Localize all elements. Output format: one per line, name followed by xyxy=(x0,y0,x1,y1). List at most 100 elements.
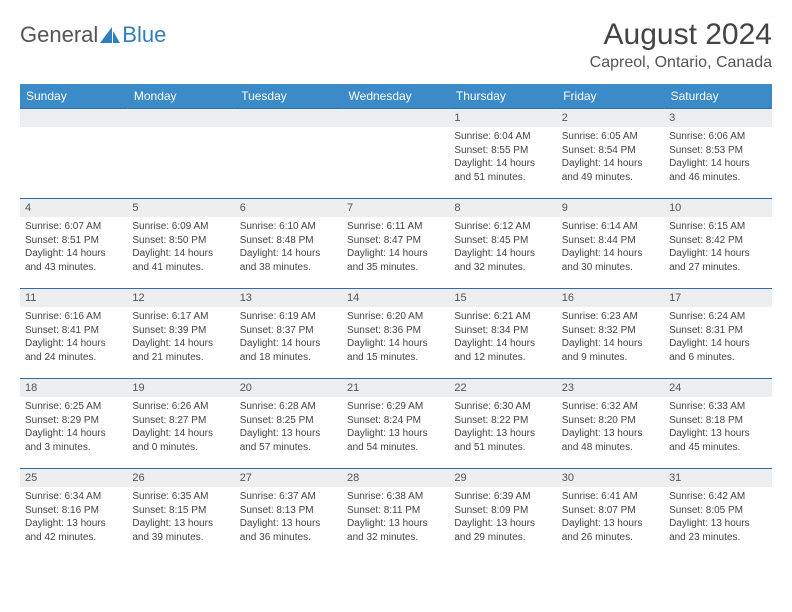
day-number: 26 xyxy=(127,469,234,487)
daylight-line: Daylight: 14 hours and 38 minutes. xyxy=(240,247,337,274)
calendar-day-cell: 30Sunrise: 6:41 AMSunset: 8:07 PMDayligh… xyxy=(557,469,664,559)
calendar-day-cell: 18Sunrise: 6:25 AMSunset: 8:29 PMDayligh… xyxy=(20,379,127,469)
sunset-line: Sunset: 8:11 PM xyxy=(347,504,444,518)
sunset-line: Sunset: 8:47 PM xyxy=(347,234,444,248)
sunrise-line: Sunrise: 6:38 AM xyxy=(347,490,444,504)
daylight-line: Daylight: 13 hours and 57 minutes. xyxy=(240,427,337,454)
sunset-line: Sunset: 8:48 PM xyxy=(240,234,337,248)
calendar-day-cell: 22Sunrise: 6:30 AMSunset: 8:22 PMDayligh… xyxy=(449,379,556,469)
day-details: Sunrise: 6:35 AMSunset: 8:15 PMDaylight:… xyxy=(127,487,234,547)
sunrise-line: Sunrise: 6:23 AM xyxy=(562,310,659,324)
day-details: Sunrise: 6:12 AMSunset: 8:45 PMDaylight:… xyxy=(449,217,556,277)
sunset-line: Sunset: 8:50 PM xyxy=(132,234,229,248)
day-details: Sunrise: 6:04 AMSunset: 8:55 PMDaylight:… xyxy=(449,127,556,187)
day-details: Sunrise: 6:34 AMSunset: 8:16 PMDaylight:… xyxy=(20,487,127,547)
calendar-day-cell: 11Sunrise: 6:16 AMSunset: 8:41 PMDayligh… xyxy=(20,289,127,379)
sunset-line: Sunset: 8:32 PM xyxy=(562,324,659,338)
daylight-line: Daylight: 14 hours and 15 minutes. xyxy=(347,337,444,364)
header: General Blue August 2024 Capreol, Ontari… xyxy=(20,18,772,72)
day-number: 31 xyxy=(664,469,771,487)
daylight-line: Daylight: 14 hours and 21 minutes. xyxy=(132,337,229,364)
sunset-line: Sunset: 8:41 PM xyxy=(25,324,122,338)
day-number: 21 xyxy=(342,379,449,397)
daylight-line: Daylight: 14 hours and 51 minutes. xyxy=(454,157,551,184)
day-number: 23 xyxy=(557,379,664,397)
day-details: Sunrise: 6:28 AMSunset: 8:25 PMDaylight:… xyxy=(235,397,342,457)
day-details: Sunrise: 6:29 AMSunset: 8:24 PMDaylight:… xyxy=(342,397,449,457)
day-details: Sunrise: 6:24 AMSunset: 8:31 PMDaylight:… xyxy=(664,307,771,367)
day-number: 18 xyxy=(20,379,127,397)
sunset-line: Sunset: 8:13 PM xyxy=(240,504,337,518)
daylight-line: Daylight: 14 hours and 0 minutes. xyxy=(132,427,229,454)
sunrise-line: Sunrise: 6:30 AM xyxy=(454,400,551,414)
daylight-line: Daylight: 14 hours and 32 minutes. xyxy=(454,247,551,274)
day-details: Sunrise: 6:32 AMSunset: 8:20 PMDaylight:… xyxy=(557,397,664,457)
day-details: Sunrise: 6:17 AMSunset: 8:39 PMDaylight:… xyxy=(127,307,234,367)
day-number: 8 xyxy=(449,199,556,217)
day-number: 17 xyxy=(664,289,771,307)
day-header: Wednesday xyxy=(342,84,449,109)
sunrise-line: Sunrise: 6:04 AM xyxy=(454,130,551,144)
day-number: 29 xyxy=(449,469,556,487)
day-details: Sunrise: 6:39 AMSunset: 8:09 PMDaylight:… xyxy=(449,487,556,547)
daylight-line: Daylight: 13 hours and 23 minutes. xyxy=(669,517,766,544)
sunrise-line: Sunrise: 6:14 AM xyxy=(562,220,659,234)
sunrise-line: Sunrise: 6:11 AM xyxy=(347,220,444,234)
sunrise-line: Sunrise: 6:07 AM xyxy=(25,220,122,234)
day-details: Sunrise: 6:10 AMSunset: 8:48 PMDaylight:… xyxy=(235,217,342,277)
sunrise-line: Sunrise: 6:21 AM xyxy=(454,310,551,324)
day-details: Sunrise: 6:33 AMSunset: 8:18 PMDaylight:… xyxy=(664,397,771,457)
sunrise-line: Sunrise: 6:25 AM xyxy=(25,400,122,414)
daylight-line: Daylight: 13 hours and 36 minutes. xyxy=(240,517,337,544)
sunrise-line: Sunrise: 6:33 AM xyxy=(669,400,766,414)
calendar-week-row: 1Sunrise: 6:04 AMSunset: 8:55 PMDaylight… xyxy=(20,109,772,199)
day-details: Sunrise: 6:20 AMSunset: 8:36 PMDaylight:… xyxy=(342,307,449,367)
calendar-day-cell: 15Sunrise: 6:21 AMSunset: 8:34 PMDayligh… xyxy=(449,289,556,379)
day-number: 14 xyxy=(342,289,449,307)
sunset-line: Sunset: 8:42 PM xyxy=(669,234,766,248)
day-number: 22 xyxy=(449,379,556,397)
sunrise-line: Sunrise: 6:06 AM xyxy=(669,130,766,144)
day-details: Sunrise: 6:11 AMSunset: 8:47 PMDaylight:… xyxy=(342,217,449,277)
daylight-line: Daylight: 14 hours and 35 minutes. xyxy=(347,247,444,274)
sunrise-line: Sunrise: 6:41 AM xyxy=(562,490,659,504)
daylight-line: Daylight: 14 hours and 49 minutes. xyxy=(562,157,659,184)
sunrise-line: Sunrise: 6:24 AM xyxy=(669,310,766,324)
sunset-line: Sunset: 8:31 PM xyxy=(669,324,766,338)
sunset-line: Sunset: 8:09 PM xyxy=(454,504,551,518)
day-details: Sunrise: 6:16 AMSunset: 8:41 PMDaylight:… xyxy=(20,307,127,367)
daylight-line: Daylight: 14 hours and 6 minutes. xyxy=(669,337,766,364)
day-number-empty xyxy=(20,109,127,127)
calendar-day-cell: 25Sunrise: 6:34 AMSunset: 8:16 PMDayligh… xyxy=(20,469,127,559)
sunset-line: Sunset: 8:36 PM xyxy=(347,324,444,338)
day-details: Sunrise: 6:37 AMSunset: 8:13 PMDaylight:… xyxy=(235,487,342,547)
day-number: 24 xyxy=(664,379,771,397)
calendar-day-cell: 13Sunrise: 6:19 AMSunset: 8:37 PMDayligh… xyxy=(235,289,342,379)
calendar-week-row: 25Sunrise: 6:34 AMSunset: 8:16 PMDayligh… xyxy=(20,469,772,559)
calendar-day-cell: 17Sunrise: 6:24 AMSunset: 8:31 PMDayligh… xyxy=(664,289,771,379)
daylight-line: Daylight: 14 hours and 43 minutes. xyxy=(25,247,122,274)
day-details: Sunrise: 6:42 AMSunset: 8:05 PMDaylight:… xyxy=(664,487,771,547)
daylight-line: Daylight: 13 hours and 48 minutes. xyxy=(562,427,659,454)
brand-sail-icon xyxy=(100,27,120,43)
calendar-day-cell: 20Sunrise: 6:28 AMSunset: 8:25 PMDayligh… xyxy=(235,379,342,469)
sunrise-line: Sunrise: 6:42 AM xyxy=(669,490,766,504)
day-number: 6 xyxy=(235,199,342,217)
day-header: Monday xyxy=(127,84,234,109)
sunrise-line: Sunrise: 6:26 AM xyxy=(132,400,229,414)
day-number: 11 xyxy=(20,289,127,307)
daylight-line: Daylight: 13 hours and 42 minutes. xyxy=(25,517,122,544)
day-number: 30 xyxy=(557,469,664,487)
day-details: Sunrise: 6:25 AMSunset: 8:29 PMDaylight:… xyxy=(20,397,127,457)
day-number: 2 xyxy=(557,109,664,127)
daylight-line: Daylight: 14 hours and 18 minutes. xyxy=(240,337,337,364)
day-details: Sunrise: 6:19 AMSunset: 8:37 PMDaylight:… xyxy=(235,307,342,367)
sunset-line: Sunset: 8:55 PM xyxy=(454,144,551,158)
day-number-empty xyxy=(235,109,342,127)
location: Capreol, Ontario, Canada xyxy=(590,54,772,72)
day-number: 27 xyxy=(235,469,342,487)
day-number: 12 xyxy=(127,289,234,307)
sunset-line: Sunset: 8:24 PM xyxy=(347,414,444,428)
day-details: Sunrise: 6:09 AMSunset: 8:50 PMDaylight:… xyxy=(127,217,234,277)
sunrise-line: Sunrise: 6:37 AM xyxy=(240,490,337,504)
